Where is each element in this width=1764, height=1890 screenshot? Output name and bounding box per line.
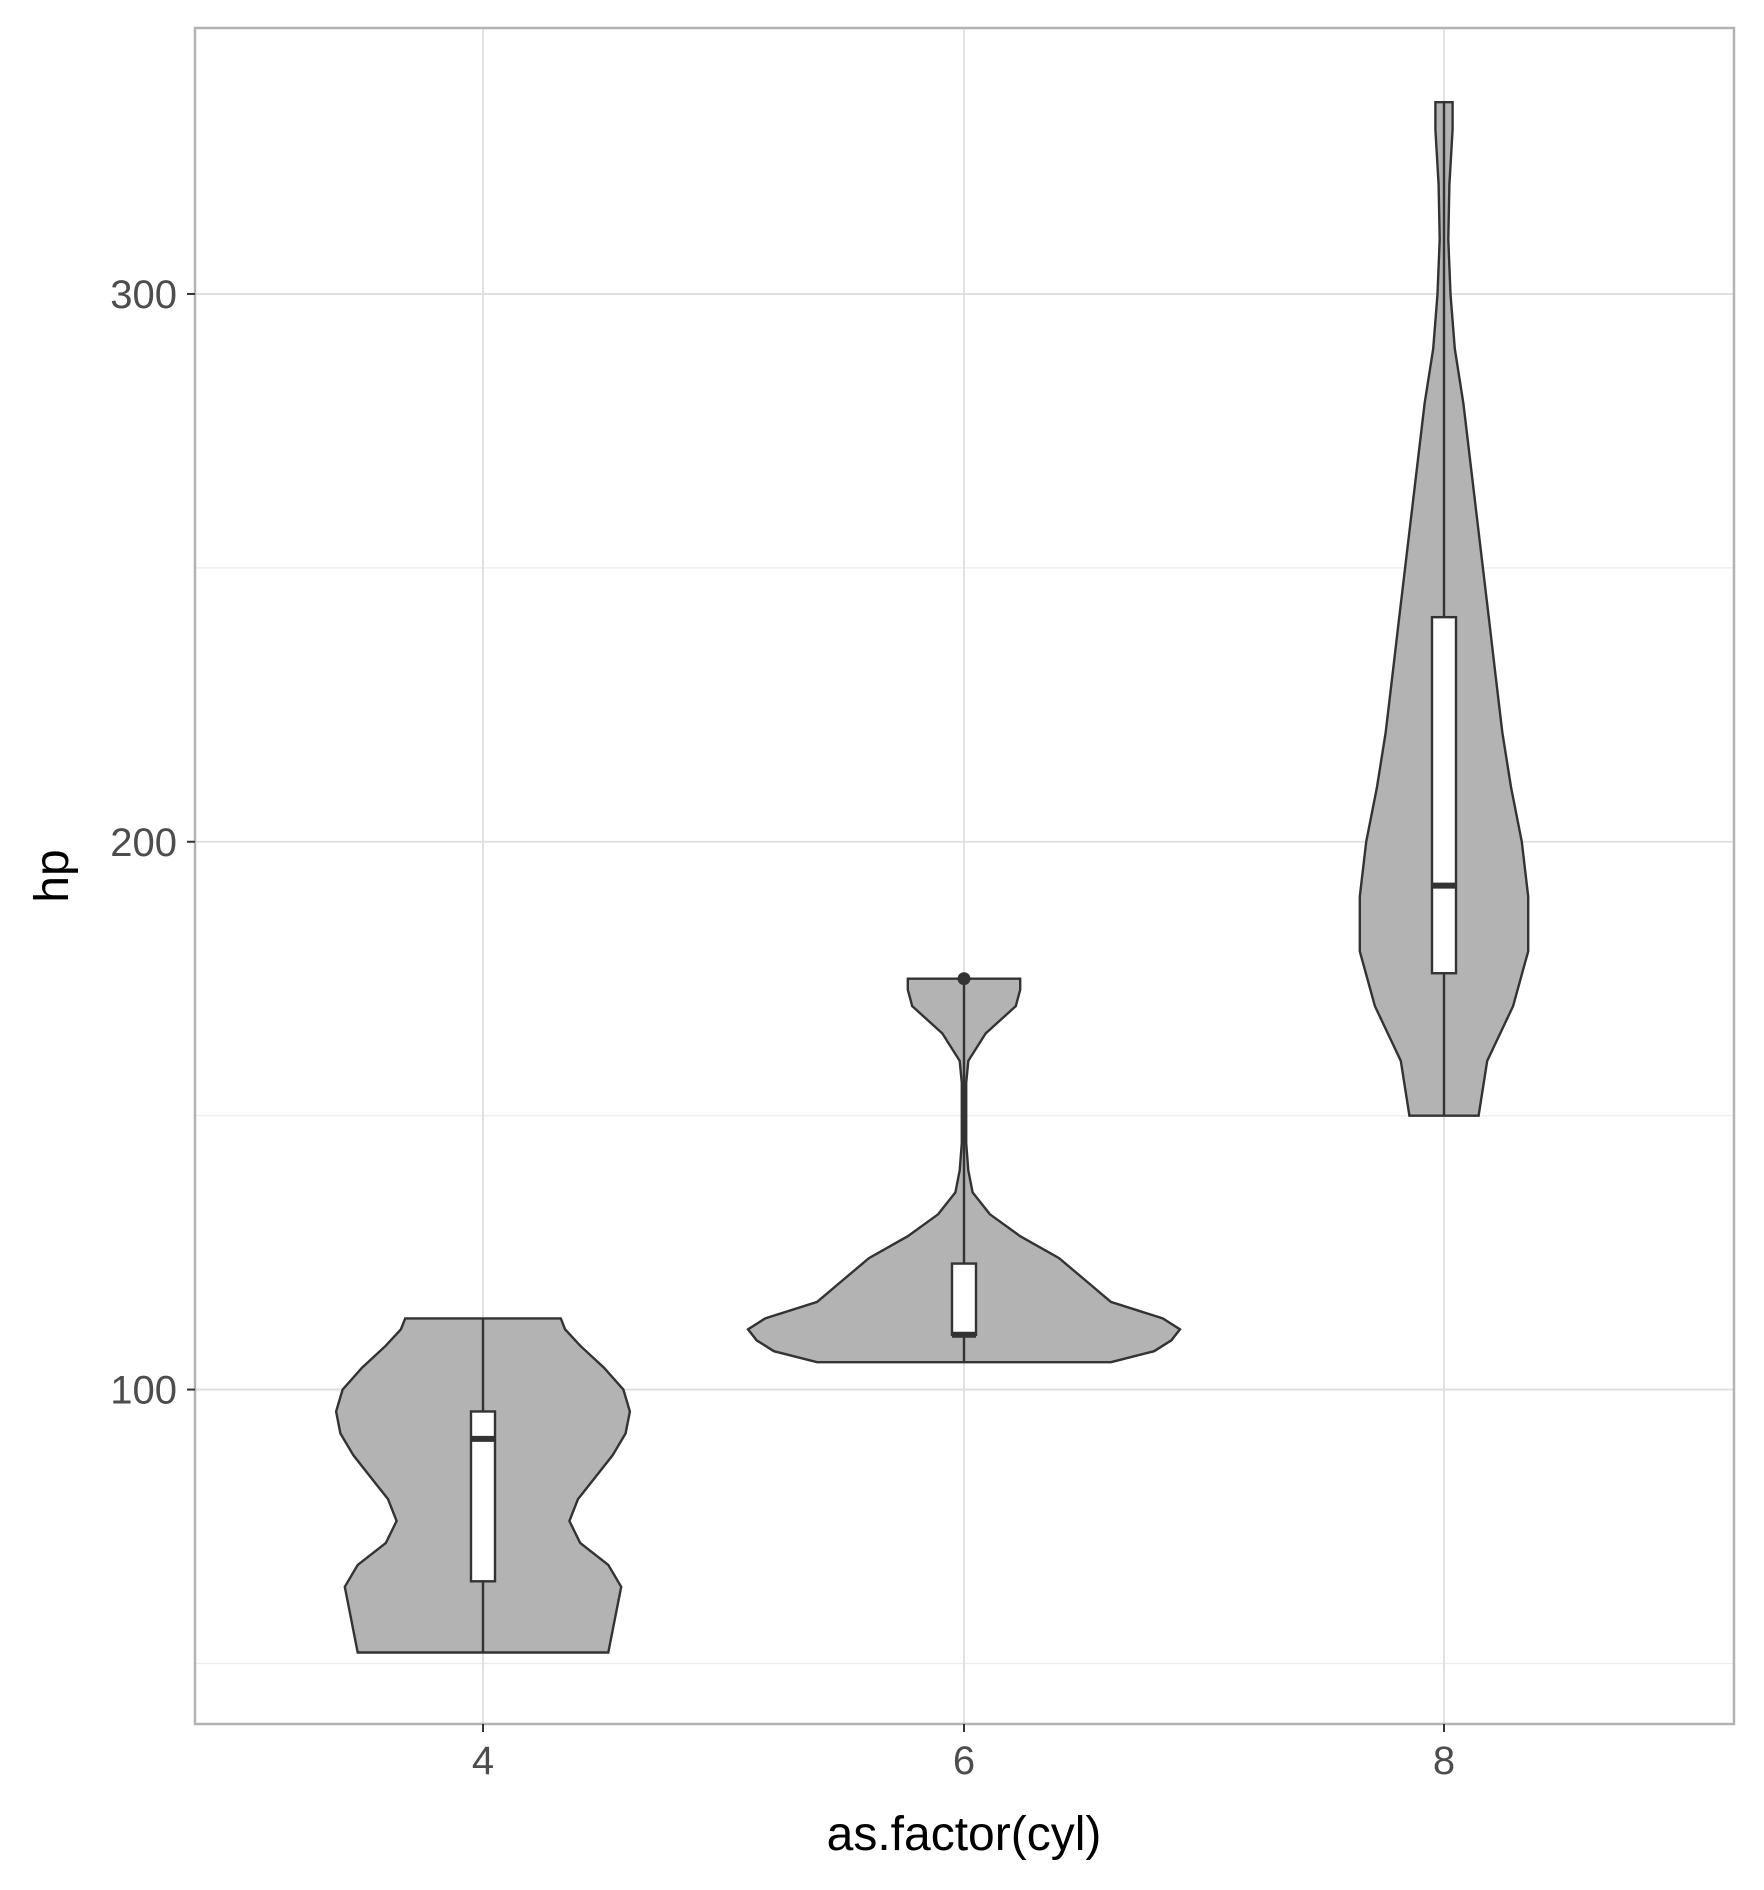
outlier-point-6 (957, 972, 971, 986)
y-tick-label: 200 (110, 821, 177, 865)
x-tick-label: 6 (953, 1739, 975, 1783)
axis-ticks: 100 200 300 4 6 8 (110, 273, 1455, 1783)
x-tick-label: 8 (1433, 1739, 1455, 1783)
y-axis-title: hp (26, 849, 79, 902)
x-tick-label: 4 (472, 1739, 494, 1783)
y-tick-label: 100 (110, 1369, 177, 1413)
box-6 (950, 1262, 978, 1336)
x-axis-title: as.factor(cyl) (827, 1808, 1102, 1861)
box-8 (1430, 615, 1458, 975)
violins-layer (334, 100, 1530, 1654)
y-tick-label: 300 (110, 273, 177, 317)
